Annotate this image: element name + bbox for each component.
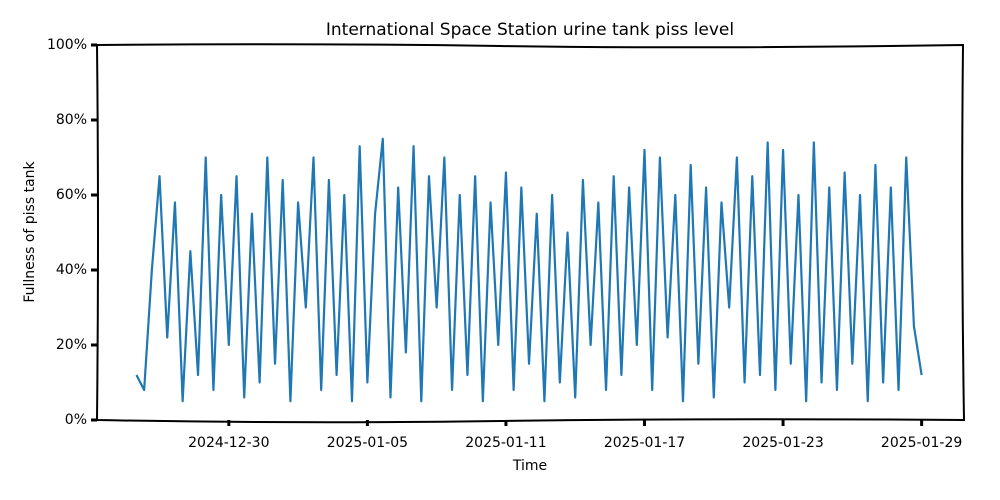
x-tick-label: 2025-01-17 [604,435,685,451]
x-tick-label: 2025-01-11 [465,435,546,451]
x-tick-label: 2024-12-30 [188,435,269,451]
y-tick-label: 0% [65,412,87,428]
y-tick-label: 100% [47,37,87,53]
chart-title: International Space Station urine tank p… [326,20,734,40]
y-tick-label: 40% [56,262,87,278]
y-tick-label: 60% [56,187,87,203]
y-tick-label: 20% [56,337,87,353]
x-tick-label: 2025-01-05 [327,435,408,451]
y-axis-label: Fullness of piss tank [22,160,38,302]
x-tick-label: 2025-01-29 [881,435,962,451]
plot-frame [95,43,966,424]
x-tick-label: 2025-01-23 [742,435,823,451]
y-tick-label: 80% [56,112,87,128]
data-line [135,137,923,403]
x-axis-label: Time [512,458,547,474]
